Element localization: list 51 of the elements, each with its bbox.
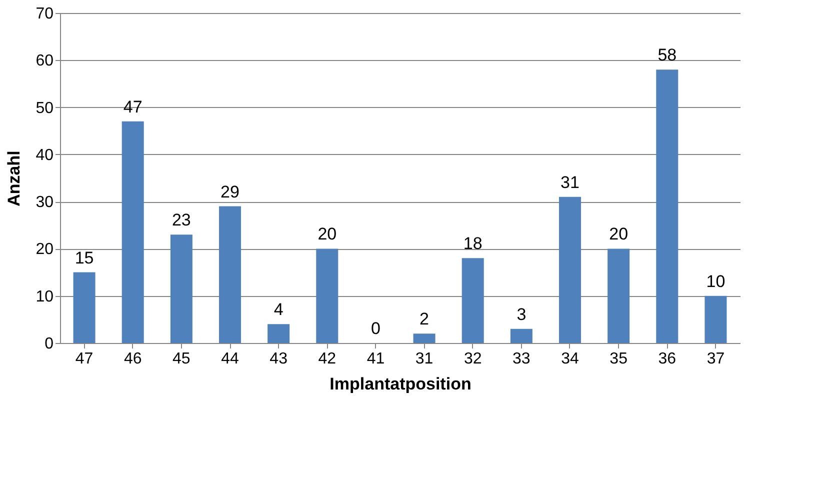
x-tick-label: 45 — [172, 350, 190, 368]
y-tick-label: 40 — [36, 146, 54, 164]
data-label: 23 — [172, 210, 191, 230]
x-tick-label: 37 — [706, 350, 725, 368]
data-label: 4 — [274, 300, 284, 320]
data-label: 20 — [318, 224, 337, 244]
x-tick-label: 33 — [512, 350, 530, 368]
bar — [510, 328, 532, 343]
bar — [219, 206, 241, 343]
bar — [170, 234, 192, 343]
bar — [73, 272, 96, 343]
data-label: 10 — [706, 272, 726, 291]
y-tick-label: 0 — [44, 336, 54, 352]
bar — [656, 70, 678, 343]
data-label: 31 — [560, 172, 580, 192]
y-axis-title: Anzahl — [4, 150, 24, 206]
y-tick-label: 50 — [36, 100, 54, 117]
data-label: 0 — [370, 319, 380, 338]
x-tick-label: 32 — [464, 350, 482, 368]
data-label: 18 — [463, 234, 482, 254]
bar — [122, 121, 144, 343]
x-tick-label: 41 — [366, 350, 385, 368]
y-tick-label: 60 — [36, 52, 54, 70]
y-tick-label: 20 — [36, 241, 54, 258]
bar — [559, 196, 581, 343]
x-tick-label: 42 — [318, 350, 336, 368]
data-label: 47 — [123, 97, 142, 116]
bar — [316, 248, 338, 343]
data-label: 15 — [74, 248, 94, 268]
bar — [462, 258, 484, 343]
bar — [704, 296, 727, 343]
bar — [413, 334, 436, 343]
y-tick-label: 70 — [36, 6, 54, 22]
y-tick-label: 10 — [36, 288, 54, 306]
y-tick-label: 30 — [36, 194, 54, 212]
bar — [268, 324, 290, 343]
x-tick-label: 36 — [658, 350, 676, 368]
data-label: 58 — [658, 46, 677, 65]
data-label: 3 — [516, 304, 526, 324]
x-axis-title: Implantatposition — [330, 374, 472, 394]
x-tick-label: 44 — [221, 350, 239, 368]
data-label: 2 — [420, 310, 430, 329]
x-tick-label: 34 — [561, 350, 579, 368]
x-tick-label: 35 — [610, 350, 628, 368]
x-tick-label: 31 — [415, 350, 434, 368]
bar — [608, 248, 630, 343]
x-tick-label: 46 — [124, 350, 142, 368]
x-tick-label: 47 — [75, 350, 94, 368]
x-tick-label: 43 — [270, 350, 288, 368]
data-label: 29 — [220, 182, 240, 202]
data-label: 20 — [609, 224, 628, 244]
